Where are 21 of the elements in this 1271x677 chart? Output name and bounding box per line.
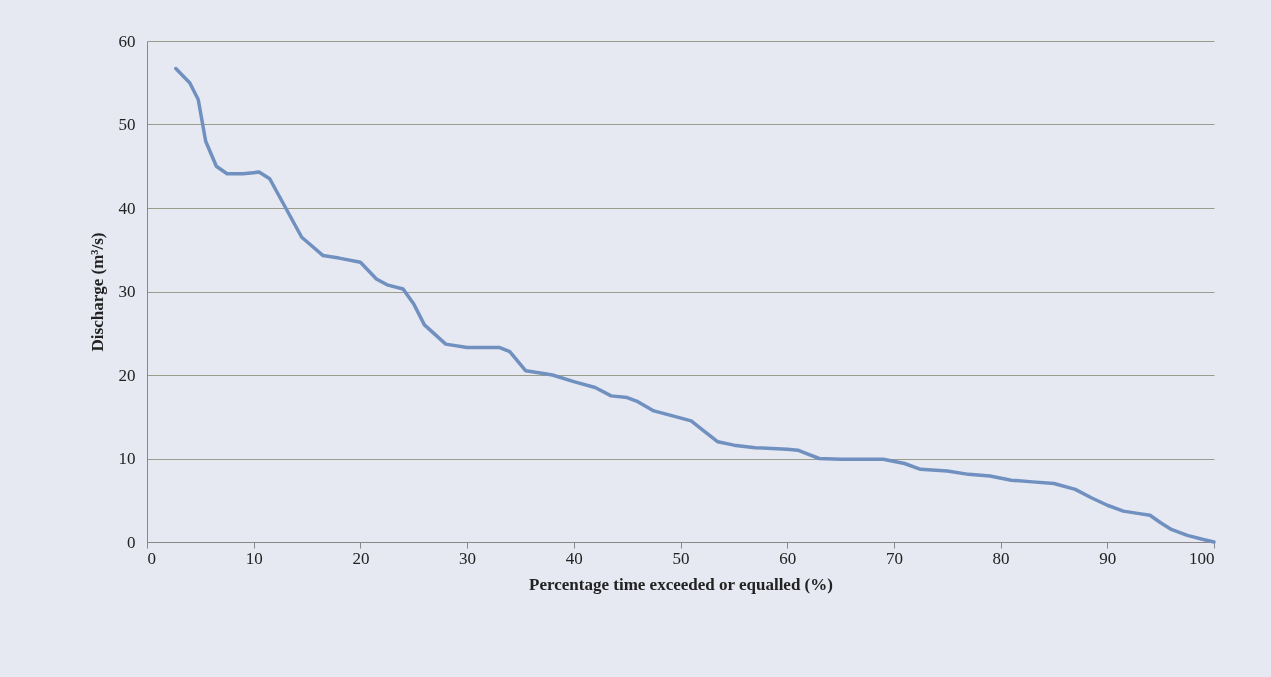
y-tick-label: 40	[118, 198, 136, 218]
x-axis-title: Percentage time exceeded or equalled (%)	[529, 574, 833, 594]
x-tick-label: 80	[992, 548, 1010, 568]
y-tick-label: 0	[127, 532, 136, 552]
y-tick-label: 10	[118, 449, 136, 468]
x-tick-label: 30	[459, 548, 477, 568]
y-tick-label: 60	[118, 31, 136, 51]
x-tick-label: 50	[672, 548, 690, 568]
x-tick-label: 0	[147, 548, 156, 568]
x-tick-label: 90	[1099, 548, 1117, 568]
x-tick-label: 40	[565, 548, 583, 568]
x-tick-label: 70	[885, 548, 903, 568]
x-tick-label: 100	[1189, 548, 1215, 568]
x-tick-label: 60	[779, 548, 797, 568]
x-tick-label: 20	[352, 548, 370, 568]
x-tick-label: 10	[245, 548, 263, 568]
y-tick-label: 50	[118, 115, 136, 134]
y-tick-label: 30	[118, 282, 136, 301]
y-axis-title: Discharge (m³/s)	[87, 232, 107, 352]
y-tick-label: 20	[118, 365, 136, 385]
line-series	[174, 66, 1216, 544]
